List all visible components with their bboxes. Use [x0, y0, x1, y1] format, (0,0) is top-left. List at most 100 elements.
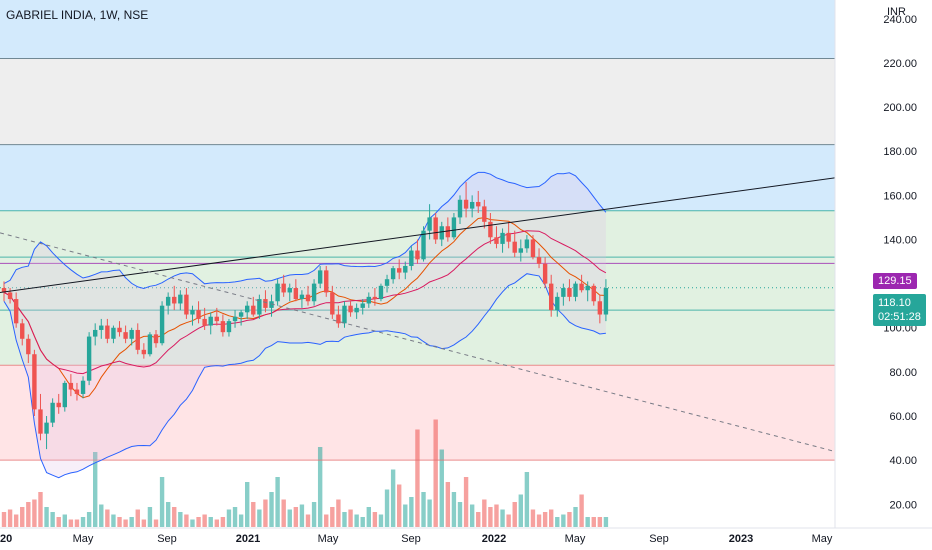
volume-bar	[190, 519, 195, 527]
candle-body	[397, 268, 402, 273]
time-tick-label: May	[812, 533, 833, 545]
volume-bar	[238, 514, 244, 527]
volume-bar	[26, 502, 31, 527]
volume-bar	[512, 502, 517, 527]
candle-body	[105, 325, 110, 339]
price-tick-label: 60.00	[889, 411, 917, 423]
volume-bar	[530, 509, 536, 527]
volume-bar	[159, 477, 165, 527]
price-tick-label: 20.00	[889, 499, 917, 511]
candle-body	[415, 250, 420, 260]
volume-bar	[342, 512, 347, 527]
candle-body	[433, 217, 438, 240]
volume-layer	[1, 419, 609, 527]
candle-body	[13, 299, 19, 324]
time-tick-label: Sep	[157, 533, 177, 545]
volume-bar	[68, 519, 74, 527]
candle-body	[354, 307, 359, 313]
volume-bar	[86, 512, 92, 527]
candle-body	[7, 292, 13, 300]
candle-body	[263, 299, 268, 308]
volume-bar	[129, 517, 134, 527]
volume-bar	[117, 517, 122, 527]
volume-bar	[226, 509, 232, 527]
volume-bar	[135, 509, 140, 527]
volume-bar	[415, 429, 420, 527]
candle-body	[555, 296, 560, 311]
trend-line	[0, 164, 932, 293]
candle-body	[311, 283, 317, 302]
volume-bar	[62, 514, 67, 527]
price-zone	[0, 0, 835, 59]
chart-title: GABRIEL INDIA, 1W, NSE	[6, 8, 149, 22]
price-axis-ticks: 240.00220.00200.00180.00160.00140.00100.…	[883, 14, 917, 511]
candle-body	[178, 294, 183, 304]
volume-bar	[317, 447, 323, 527]
candle-body	[123, 332, 128, 339]
candle-body	[585, 285, 590, 291]
volume-bar	[457, 502, 463, 527]
volume-bar	[184, 514, 189, 527]
volume-bar	[567, 512, 572, 527]
candle-body	[214, 316, 219, 322]
candle-body	[147, 334, 153, 355]
candle-body	[463, 199, 469, 209]
volume-bar	[1, 512, 7, 527]
price-axis-panel	[835, 0, 932, 528]
time-tick-label: Sep	[649, 533, 669, 545]
volume-bar	[20, 507, 25, 527]
volume-bar	[500, 509, 505, 527]
volume-bar	[555, 517, 560, 527]
price-tick-label: 200.00	[883, 102, 917, 114]
time-axis-panel	[0, 528, 932, 550]
candle-body	[494, 237, 499, 244]
candle-body	[567, 288, 572, 297]
candle-body	[232, 316, 238, 322]
candle-body	[129, 329, 134, 339]
time-tick-label: May	[565, 533, 586, 545]
volume-bar	[7, 509, 13, 527]
volume-bar	[299, 504, 305, 527]
moving-average-fast	[3, 217, 606, 399]
volume-bar	[506, 514, 511, 527]
candle-body	[530, 239, 536, 258]
candle-body	[190, 310, 195, 315]
volume-bar	[579, 494, 584, 527]
volume-bar	[384, 489, 390, 527]
volume-bar	[409, 497, 414, 527]
volume-bar	[251, 502, 256, 527]
candle-body	[384, 279, 390, 286]
candle-body	[317, 270, 323, 284]
level-layer	[0, 58, 872, 461]
volume-bar	[56, 517, 61, 527]
volume-bar	[372, 512, 378, 527]
resistance-price-tag: 129.15	[873, 273, 917, 289]
candle-body	[561, 288, 566, 297]
price-zone	[0, 58, 835, 145]
candle-body	[74, 389, 80, 394]
volume-bar	[196, 517, 201, 527]
candle-body	[38, 409, 43, 434]
candle-body	[135, 329, 140, 350]
candle-body	[348, 305, 353, 313]
volume-bar	[165, 502, 171, 527]
volume-bar	[597, 517, 603, 527]
volume-bar	[542, 512, 548, 527]
volume-bar	[232, 507, 238, 527]
candle-body	[439, 226, 444, 240]
candle-body	[482, 206, 487, 222]
price-tick-label: 80.00	[889, 367, 917, 379]
volume-bar	[311, 502, 317, 527]
volume-bar	[561, 514, 566, 527]
volume-bar	[172, 507, 177, 527]
candle-body	[226, 321, 232, 333]
last-price-tag: 118.10 02:51:28	[873, 294, 926, 326]
volume-bar	[603, 517, 609, 527]
candle-body	[293, 288, 299, 300]
candle-body	[536, 257, 542, 264]
candle-body	[153, 334, 159, 344]
candle-body	[299, 294, 305, 300]
volume-bar	[263, 499, 268, 527]
volume-bar	[336, 499, 341, 527]
